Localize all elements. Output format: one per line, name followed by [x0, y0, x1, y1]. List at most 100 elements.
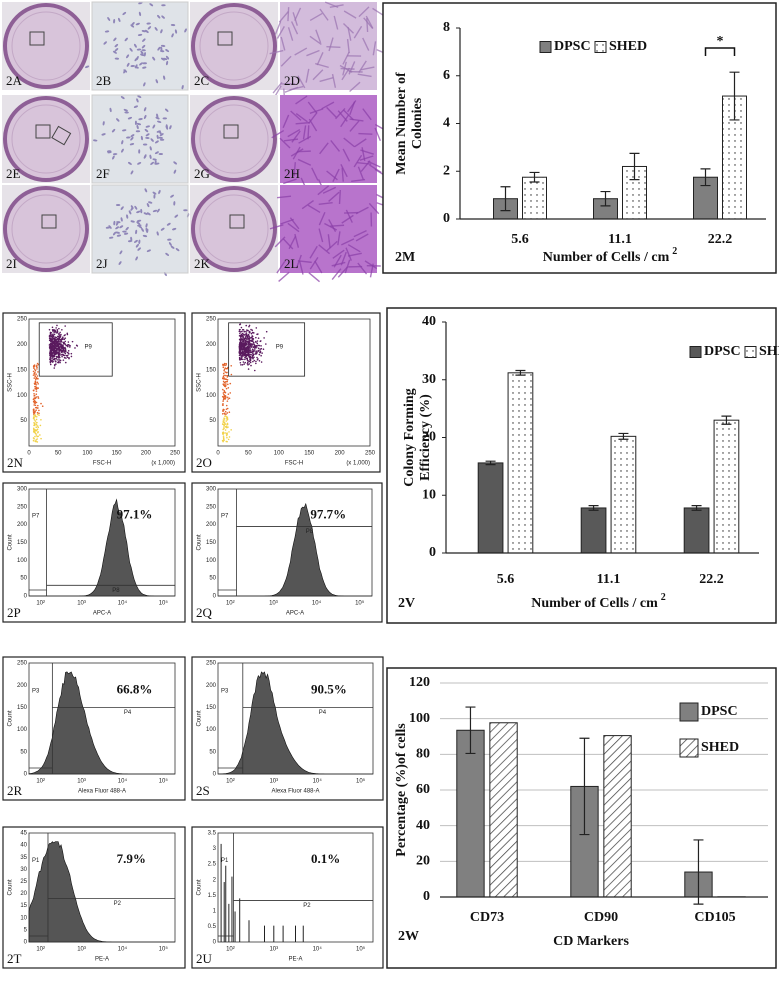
stained-cell — [156, 134, 159, 140]
stained-cell — [165, 60, 169, 66]
event-dot — [240, 346, 243, 348]
event-dot — [32, 389, 35, 392]
x-tick-label: 250 — [170, 451, 181, 457]
stained-fiber — [288, 235, 297, 250]
event-dot — [222, 377, 224, 379]
percent-label: 97.7% — [310, 507, 346, 522]
event-dot — [57, 356, 60, 359]
event-dot — [32, 400, 35, 403]
x-tick-label: 22.2 — [699, 572, 724, 587]
stained-fiber — [321, 101, 335, 110]
panel-label: 2U — [196, 951, 213, 966]
y-tick-label: 1 — [213, 908, 217, 914]
event-dot — [225, 362, 227, 365]
event-dot — [60, 340, 62, 343]
event-dot — [55, 332, 58, 334]
x-axis-title: CD Markers — [553, 934, 629, 949]
stained-cell — [155, 116, 160, 120]
stained-cell — [184, 28, 187, 33]
stained-fiber — [316, 52, 324, 66]
event-dot — [223, 424, 226, 427]
x-tick-label: CD90 — [584, 910, 618, 925]
stained-cell — [107, 17, 111, 21]
micrograph — [92, 2, 188, 90]
event-dot — [58, 327, 60, 330]
stained-cell — [107, 150, 112, 153]
event-dot — [255, 341, 257, 343]
event-dot — [222, 372, 225, 375]
event-dot — [250, 356, 252, 359]
event-dot — [64, 325, 66, 327]
stained-cell — [165, 252, 169, 256]
y-tick-label: 120 — [409, 675, 430, 690]
legend-swatch — [679, 738, 699, 758]
x-axis-title: PE-A — [288, 957, 302, 963]
event-dot — [242, 333, 245, 336]
event-dot — [224, 391, 226, 393]
event-dot — [253, 349, 255, 352]
event-dot — [59, 334, 61, 337]
image-panel: 2D — [269, 1, 390, 103]
stained-cell — [136, 219, 142, 222]
event-dot — [49, 350, 52, 353]
stained-cell — [150, 161, 154, 165]
event-dot — [36, 375, 39, 377]
event-dot — [251, 335, 254, 338]
stained-fiber — [329, 4, 344, 9]
event-dot — [242, 352, 245, 354]
x-tick-label: 10⁵ — [159, 600, 169, 607]
bar — [570, 785, 599, 898]
stained-fiber — [311, 167, 319, 181]
error-bar — [693, 839, 704, 905]
gate-label: P2 — [114, 901, 122, 907]
stained-fiber — [287, 222, 300, 233]
event-dot — [222, 435, 225, 437]
x-tick-label: 10³ — [269, 779, 278, 785]
percent-label: 66.8% — [117, 682, 153, 697]
event-dot — [50, 357, 52, 359]
event-dot — [222, 380, 225, 383]
event-dot — [49, 361, 52, 364]
event-dot — [50, 338, 53, 341]
event-dot — [48, 337, 51, 340]
stained-fiber — [309, 108, 324, 114]
stained-fiber — [287, 7, 290, 22]
event-dot — [250, 339, 253, 342]
event-dot — [51, 344, 54, 346]
event-dot — [53, 352, 55, 355]
event-dot — [36, 411, 39, 414]
event-dot — [253, 350, 255, 353]
event-dot — [261, 352, 263, 354]
image-panel: 2F — [91, 94, 189, 184]
error-bar — [600, 190, 611, 207]
event-dot — [53, 333, 56, 336]
event-dot — [56, 344, 59, 346]
stained-fiber — [298, 260, 304, 275]
event-dot — [33, 404, 36, 406]
x-tick-label: 10⁴ — [313, 946, 323, 953]
stained-cell — [131, 22, 135, 26]
event-dot — [35, 440, 37, 443]
event-dot — [62, 341, 64, 344]
event-dot — [59, 359, 62, 362]
event-dot — [255, 344, 258, 347]
x-tick-label: CD73 — [470, 910, 504, 925]
event-dot — [224, 385, 226, 388]
event-dot — [250, 336, 253, 339]
event-dot — [244, 354, 247, 357]
stained-cell — [157, 120, 162, 123]
stained-fiber — [328, 191, 340, 202]
y-tick-label: 0 — [429, 545, 436, 560]
panel-frame — [2, 656, 186, 801]
stained-cell — [136, 122, 142, 126]
event-dot — [35, 396, 38, 398]
culture-plate — [191, 186, 277, 272]
event-dot — [256, 356, 258, 359]
event-dot — [226, 436, 228, 439]
stained-cell — [154, 151, 159, 155]
stained-fiber — [372, 41, 377, 56]
plate-inner — [11, 104, 81, 174]
event-dot — [50, 360, 53, 362]
event-dot — [37, 395, 39, 398]
histogram — [28, 841, 175, 943]
